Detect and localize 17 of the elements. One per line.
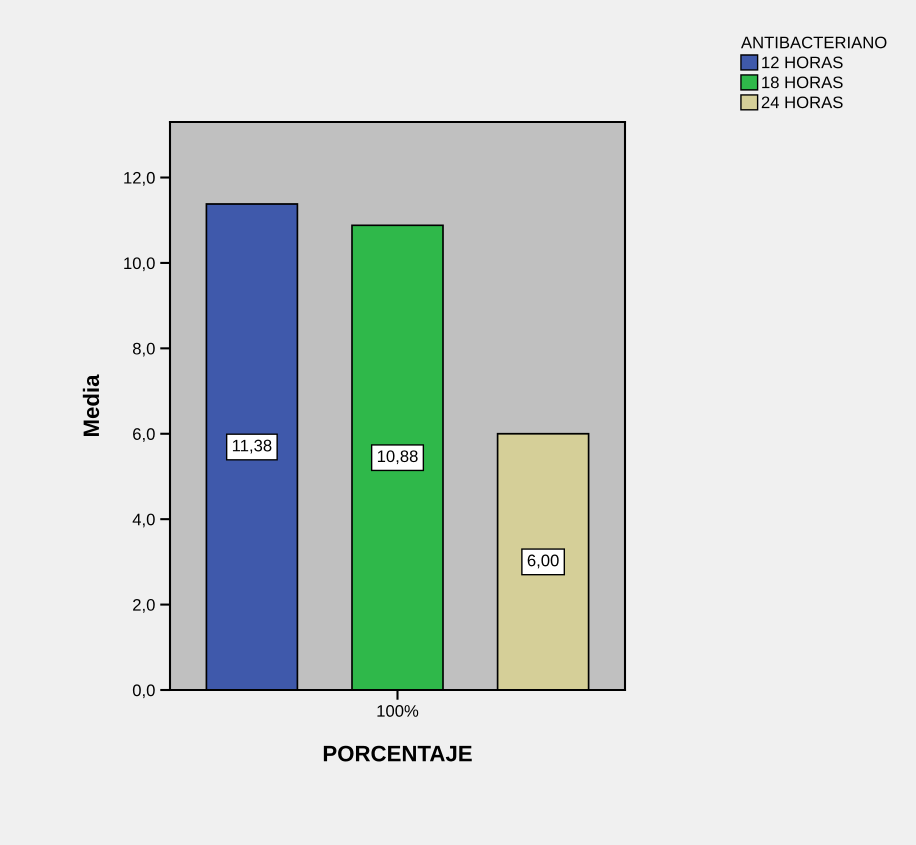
data-label: 10,88 xyxy=(378,450,418,464)
y-tick-label: 12,0 xyxy=(124,172,155,186)
legend-label: 12 HORAS xyxy=(762,56,843,68)
y-tick-label: 4,0 xyxy=(132,514,155,528)
data-label: 11,38 xyxy=(232,440,272,454)
data-label: 6,00 xyxy=(528,554,559,568)
legend-label: 24 HORAS xyxy=(762,96,843,108)
legend-title: ANTIBACTERIANO xyxy=(740,36,886,48)
x-axis-title: PORCENTAJE xyxy=(324,746,472,762)
y-axis-title: Media xyxy=(82,374,100,436)
y-tick-label: 8,0 xyxy=(132,342,155,357)
y-tick-label: 6,0 xyxy=(133,428,155,442)
y-tick-label: 10,0 xyxy=(124,257,155,272)
y-tick-label: 2,0 xyxy=(133,598,155,613)
x-tick-label: 100% xyxy=(377,705,418,717)
y-tick-label: 0,0 xyxy=(132,684,155,698)
legend-label: 18 HORAS xyxy=(762,76,843,88)
